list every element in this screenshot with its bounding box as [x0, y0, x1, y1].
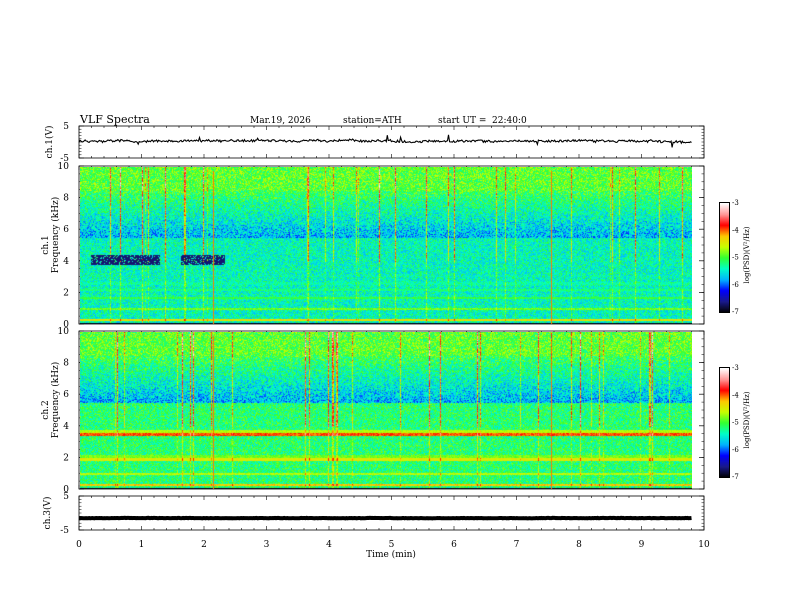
y-tick-label-ch3v: -5	[60, 526, 69, 536]
ch3v-trace	[78, 515, 692, 521]
y-tick-label-ch1v: 5	[63, 122, 69, 132]
x-tick-label: 8	[576, 540, 582, 550]
colorbar-tick-label-ch2: -6	[732, 446, 739, 454]
date-label: Mar.19, 2026	[250, 116, 311, 126]
ch3-waveform-frame	[78, 495, 705, 531]
waveform-traces	[78, 134, 692, 521]
colorbar-tick-label-ch2: -5	[732, 419, 739, 427]
y-tick-label-ch1: 0	[63, 320, 69, 330]
ch1v-trace	[78, 134, 692, 148]
x-tick-label: 6	[451, 540, 457, 550]
x-tick-label: 1	[139, 540, 145, 550]
chart-title: VLF Spectra	[79, 113, 150, 126]
ch1-spectrogram-label: ch.1	[41, 235, 51, 254]
y-tick-label-ch1: 8	[63, 194, 69, 204]
colorbar-tick-label-ch2: -3	[732, 364, 739, 372]
colorbar-tick-label-ch1: -4	[732, 226, 739, 234]
ch1-frequency-label: Frequency (kHz)	[50, 197, 61, 274]
ch1-waveform-label: ch.1(V)	[44, 126, 55, 159]
y-tick-label-ch2: 2	[63, 453, 69, 463]
colorbar-tick-label-ch2: -7	[732, 473, 739, 481]
y-tick-label-ch1: 2	[63, 288, 69, 298]
x-tick-label: 10	[698, 540, 710, 550]
ch2-spectrogram-label: ch.2	[41, 400, 51, 419]
colorbar-tick-label-ch1: -5	[732, 254, 739, 262]
station-label: station=ATH	[343, 116, 402, 126]
y-tick-label-ch2: 8	[63, 359, 69, 369]
colorbar-tick-label-ch1: -6	[732, 281, 739, 289]
y-tick-label-ch1v: -5	[60, 154, 69, 164]
ch2-spectrogram	[80, 332, 692, 489]
y-tick-label-ch1: 6	[63, 225, 69, 235]
ch3-waveform-label: ch.3(V)	[42, 497, 53, 530]
ch2-frequency-label: Frequency (kHz)	[50, 362, 61, 439]
y-tick-label-ch2: 0	[63, 485, 69, 495]
colorbar-ticks: -3 -4 -5 -6 -7 -3 -4 -5 -6 -7	[732, 199, 739, 481]
y-tick-label-ch2: 10	[58, 327, 70, 337]
ch1-colorbar	[719, 202, 730, 313]
ch2-colorbar	[719, 367, 730, 478]
x-tick-label: 7	[514, 540, 520, 550]
colorbar-tick-label-ch2: -4	[732, 391, 739, 399]
y-tick-label-ch3v: 5	[63, 492, 69, 502]
x-tick-label: 2	[201, 540, 207, 550]
x-tick-label: 4	[326, 540, 332, 550]
start-ut-value: 22:40:0	[492, 116, 527, 126]
ch1-spectrogram	[80, 167, 692, 324]
x-axis-label: Time (min)	[366, 549, 416, 560]
y-tick-label-ch1: 4	[63, 257, 69, 267]
y-tick-label-ch1: 10	[58, 162, 70, 172]
start-ut-label: start UT =	[438, 116, 486, 126]
cbar1-label: log(PSD)(V²/Hz)	[743, 226, 751, 283]
x-tick-label: 0	[76, 540, 82, 550]
y-tick-label-ch2: 4	[63, 422, 69, 432]
colorbar-tick-label-ch1: -3	[732, 199, 739, 207]
x-tick-label: 9	[639, 540, 645, 550]
x-tick-label: 5	[389, 540, 395, 550]
x-tick-label: 3	[264, 540, 270, 550]
y-tick-label-ch2: 6	[63, 390, 69, 400]
cbar2-label: log(PSD)(V²/Hz)	[743, 391, 751, 448]
colorbar-tick-label-ch1: -7	[732, 308, 739, 316]
